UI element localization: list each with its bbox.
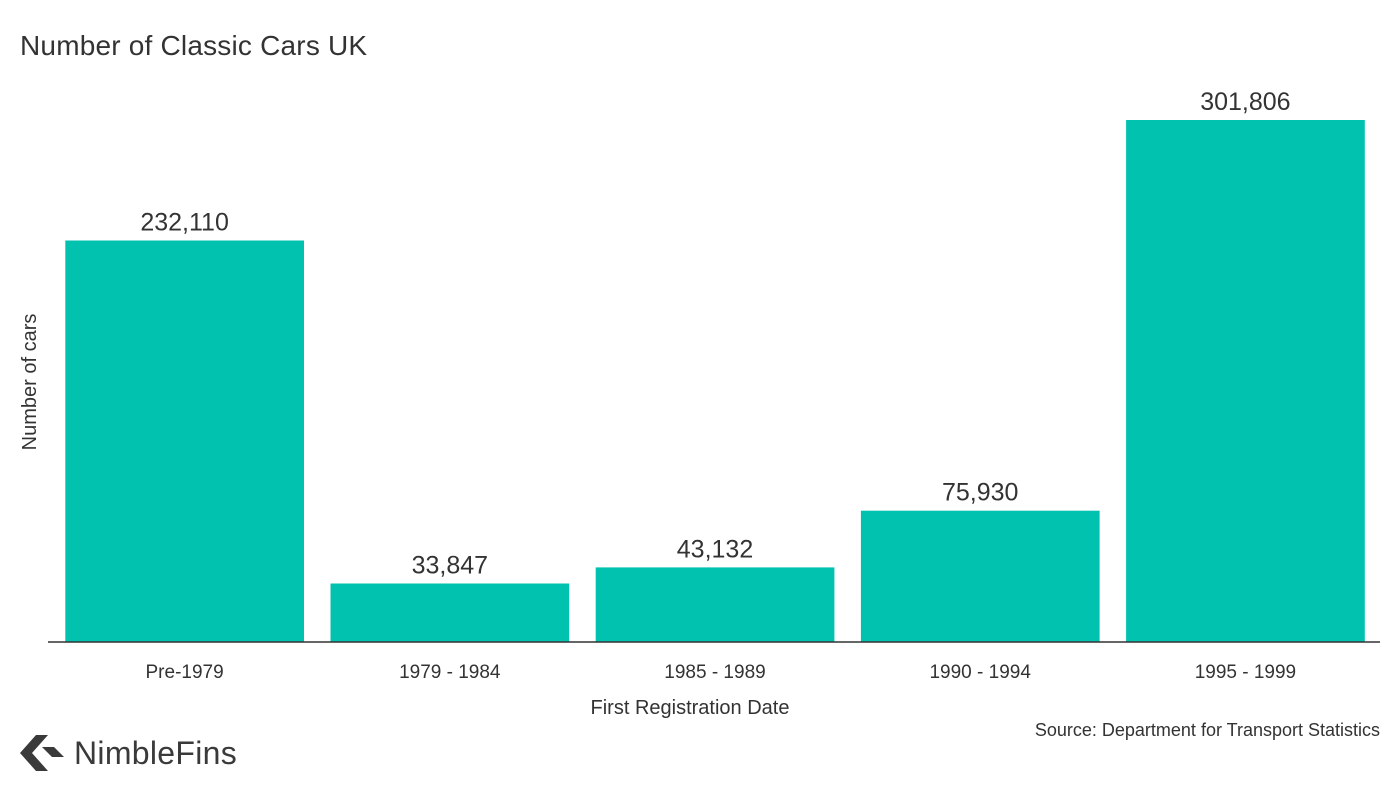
- bar-4: [1126, 120, 1365, 642]
- x-axis-title: First Registration Date: [591, 697, 790, 719]
- nimblefins-arrow-icon: [20, 735, 64, 771]
- bar-value-label: 43,132: [677, 535, 753, 563]
- bar-value-label: 232,110: [140, 209, 229, 237]
- chart-title: Number of Classic Cars UK: [20, 30, 368, 61]
- bar-0: [65, 240, 304, 642]
- source-note: Source: Department for Transport Statist…: [1034, 720, 1380, 740]
- y-axis-title: Number of cars: [19, 314, 41, 451]
- x-tick-label: 1995 - 1999: [1195, 662, 1296, 683]
- bar-value-label: 75,930: [942, 479, 1018, 507]
- bars-layer: [65, 120, 1365, 642]
- brand-name: NimbleFins: [74, 734, 238, 771]
- brand-logo: NimbleFins: [18, 730, 237, 776]
- bar-value-label: 33,847: [412, 552, 488, 580]
- bar-3: [860, 510, 1100, 642]
- x-tick-label: 1990 - 1994: [929, 662, 1031, 683]
- x-tick-labels: Pre-1979 1979 - 1984 1985 - 1989 1990 - 199…: [146, 662, 1297, 683]
- x-tick-label: Pre-1979: [146, 662, 224, 683]
- bar-2: [595, 567, 835, 642]
- bar-1: [330, 583, 570, 642]
- x-tick-label: 1979 - 1984: [399, 662, 501, 683]
- bar-value-label: 301,806: [1200, 88, 1290, 116]
- x-tick-label: 1985 - 1989: [664, 662, 765, 683]
- value-labels-layer: 232,110 33,847 43,132 75,930 301,806: [140, 88, 1290, 580]
